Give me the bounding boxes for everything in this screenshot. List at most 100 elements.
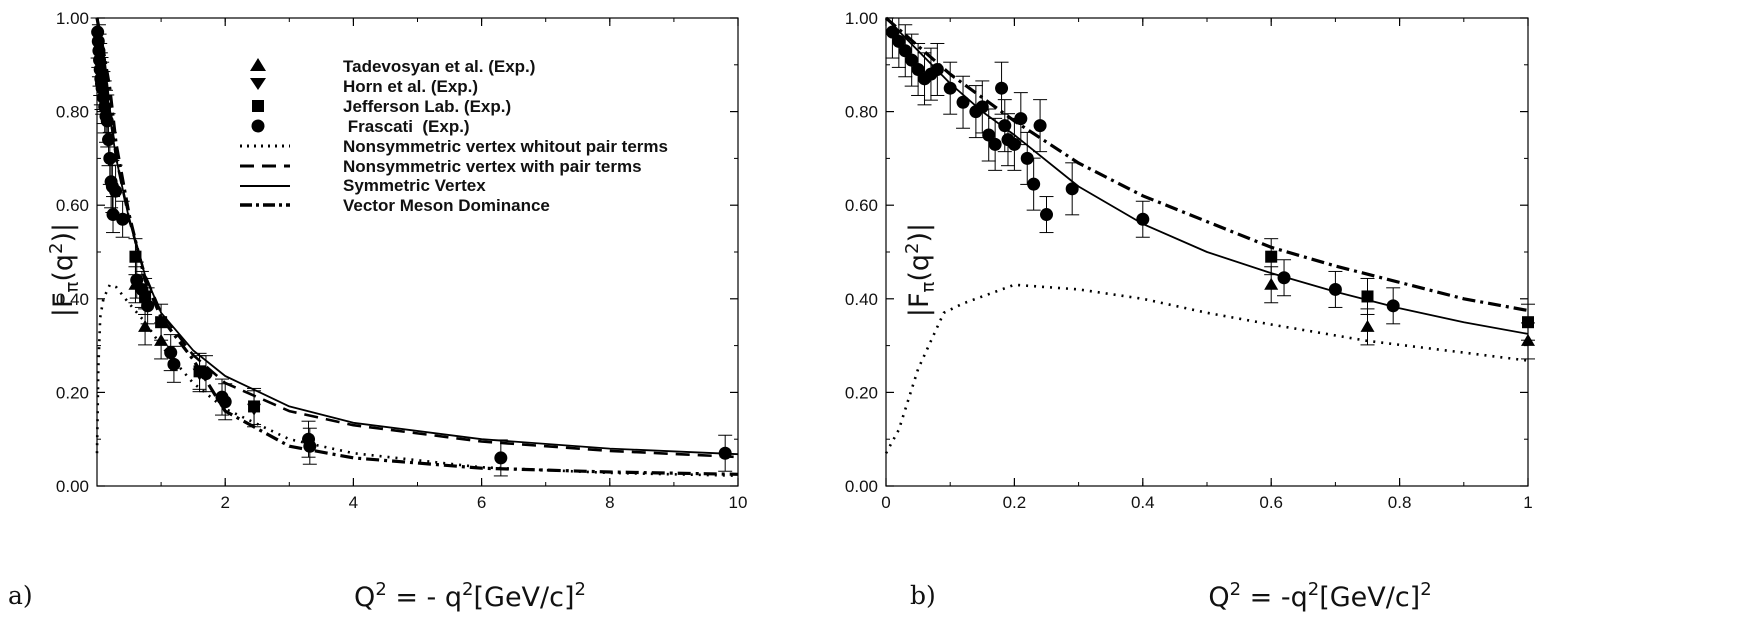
legend-entry-vmd: Vector Meson Dominance (240, 196, 550, 215)
data-point-circle (109, 184, 123, 198)
data-point-circle (103, 151, 117, 165)
data-point-circle (1065, 182, 1079, 196)
data-point-circle (218, 395, 232, 409)
panel-b-ticks: 0.00 0.20 0.40 0.60 0.80 1.00 0 0.2 0.4 0.6 0.8 1 (845, 9, 1533, 512)
panel-b-xlabel: Q2 = -q2[GeV/c]2 (1208, 579, 1431, 613)
data-point-circle (905, 53, 919, 67)
data-point-circle (998, 119, 1012, 133)
legend-entry-tadevosyan: Tadevosyan et al. (Exp.) (250, 57, 535, 76)
data-point-circle (93, 53, 107, 67)
x-tick-label: 0.8 (1388, 493, 1412, 512)
data-point-circle (141, 299, 155, 313)
data-point-triangle-up (1264, 277, 1279, 290)
svg-text:Symmetric Vertex: Symmetric Vertex (343, 176, 486, 195)
y-tick-label: 0.60 (56, 196, 89, 215)
legend-entry-symmetric: Symmetric Vertex (240, 176, 486, 195)
legend-entry-nonsym-nopair: Nonsymmetric vertex whitout pair terms (240, 137, 668, 156)
data-point-square (1522, 316, 1534, 329)
legend-entry-jlab: Jefferson Lab. (Exp.) (252, 97, 511, 116)
y-tick-label: 1.00 (56, 9, 89, 28)
x-tick-label: 0 (881, 493, 890, 512)
curve-dashed (95, 17, 739, 459)
panel-a-plot: 0.000.200.400.600.801.002 4 6 8 10 |Fπ(q2)| … (8, 9, 747, 613)
curve-dotted (884, 283, 1529, 454)
data-point-circle (943, 81, 957, 95)
legend: Tadevosyan et al. (Exp.) Horn et al. (Ex… (240, 57, 668, 215)
data-point-circle (892, 34, 906, 48)
data-point-circle (102, 133, 116, 147)
y-tick-label: 0.20 (56, 383, 89, 402)
y-tick-label: 0.00 (845, 477, 878, 496)
data-point-circle (135, 282, 149, 296)
data-point-circle (898, 44, 912, 58)
x-tick-label: 6 (477, 493, 486, 512)
y-tick-label: 0.80 (56, 103, 89, 122)
data-point-circle (911, 62, 925, 76)
svg-text:Frascati (Exp.): Frascati (Exp.) (343, 117, 470, 136)
legend-entry-horn: Horn et al. (Exp.) (250, 77, 478, 96)
panel-b-ylabel: |Fπ(q2)| (902, 223, 939, 317)
data-point-triangle-up (1360, 319, 1375, 332)
data-point-circle (988, 137, 1002, 151)
curve-solid (885, 17, 1529, 335)
data-point-circle (167, 357, 181, 371)
curve-dotted (95, 283, 739, 477)
data-point-circle (885, 25, 899, 39)
data-point-circle (1328, 282, 1342, 296)
y-tick-label: 0.80 (845, 103, 878, 122)
x-tick-label: 10 (729, 493, 748, 512)
data-point-circle (164, 346, 178, 360)
svg-text:Horn et al. (Exp.): Horn et al. (Exp.) (343, 77, 478, 96)
square-marker-icon (252, 100, 264, 112)
data-point-circle (930, 62, 944, 76)
legend-entry-nonsym-pair: Nonsymmetric vertex with pair terms (240, 157, 642, 176)
x-tick-label: 4 (349, 493, 358, 512)
data-point-square (248, 400, 261, 413)
data-point-circle (91, 25, 105, 39)
y-tick-label: 0.40 (56, 290, 89, 309)
data-point-circle (995, 81, 1009, 95)
svg-text:Nonsymmetric vertex with pair: Nonsymmetric vertex with pair terms (343, 157, 642, 176)
triangle-up-marker-icon (250, 58, 266, 71)
svg-text:Nonsymmetric vertex whitout pa: Nonsymmetric vertex whitout pair terms (343, 137, 668, 156)
data-point-circle (303, 439, 317, 453)
panel-b-label: b) (910, 581, 936, 610)
x-tick-label: 0.6 (1259, 493, 1283, 512)
svg-text:Vector Meson Dominance: Vector Meson Dominance (343, 196, 550, 215)
data-point-circle (1386, 299, 1400, 313)
x-tick-label: 8 (605, 493, 614, 512)
data-point-circle (494, 451, 508, 465)
panel-a-points (90, 17, 733, 477)
data-point-circle (718, 446, 732, 460)
y-tick-label: 0.40 (845, 290, 878, 309)
data-point-circle (106, 208, 120, 222)
triangle-down-marker-icon (250, 78, 266, 90)
data-point-triangle-up (138, 319, 153, 332)
x-tick-label: 0.2 (1003, 493, 1027, 512)
data-point-circle (91, 34, 105, 48)
panel-a-ticks: 0.00 0.20 0.40 0.60 0.80 1.00 2 4 6 8 10 (56, 9, 748, 512)
data-point-square (1361, 290, 1374, 303)
y-tick-label: 1.00 (845, 9, 878, 28)
y-tick-label: 0.20 (845, 383, 878, 402)
data-point-circle (92, 44, 106, 58)
panel-a-label: a) (8, 581, 33, 610)
data-point-circle (1027, 177, 1041, 191)
data-point-circle (116, 212, 130, 226)
x-tick-label: 0.4 (1131, 493, 1155, 512)
data-point-circle (982, 128, 996, 142)
x-tick-label: 2 (220, 493, 229, 512)
panel-a-xlabel: Q2 = - q2[GeV/c]2 (354, 579, 586, 613)
panel-b-plot: 0.00 0.20 0.40 0.60 0.80 1.00 0 0.2 0.4 0.6 0.8 1 |… (845, 9, 1535, 613)
panel-a-ylabel: |Fπ(q2)| (46, 223, 83, 317)
data-point-circle (199, 367, 213, 381)
data-point-circle (1040, 208, 1053, 222)
data-point-square (155, 316, 168, 329)
data-point-square (1265, 250, 1278, 263)
legend-entry-frascati: Frascati (Exp.) (251, 117, 470, 136)
data-point-circle (1033, 119, 1047, 133)
curve-dash-dot (95, 17, 739, 476)
y-tick-label: 0.60 (845, 196, 878, 215)
panel-b-points (885, 17, 1535, 360)
data-point-square (129, 250, 142, 263)
